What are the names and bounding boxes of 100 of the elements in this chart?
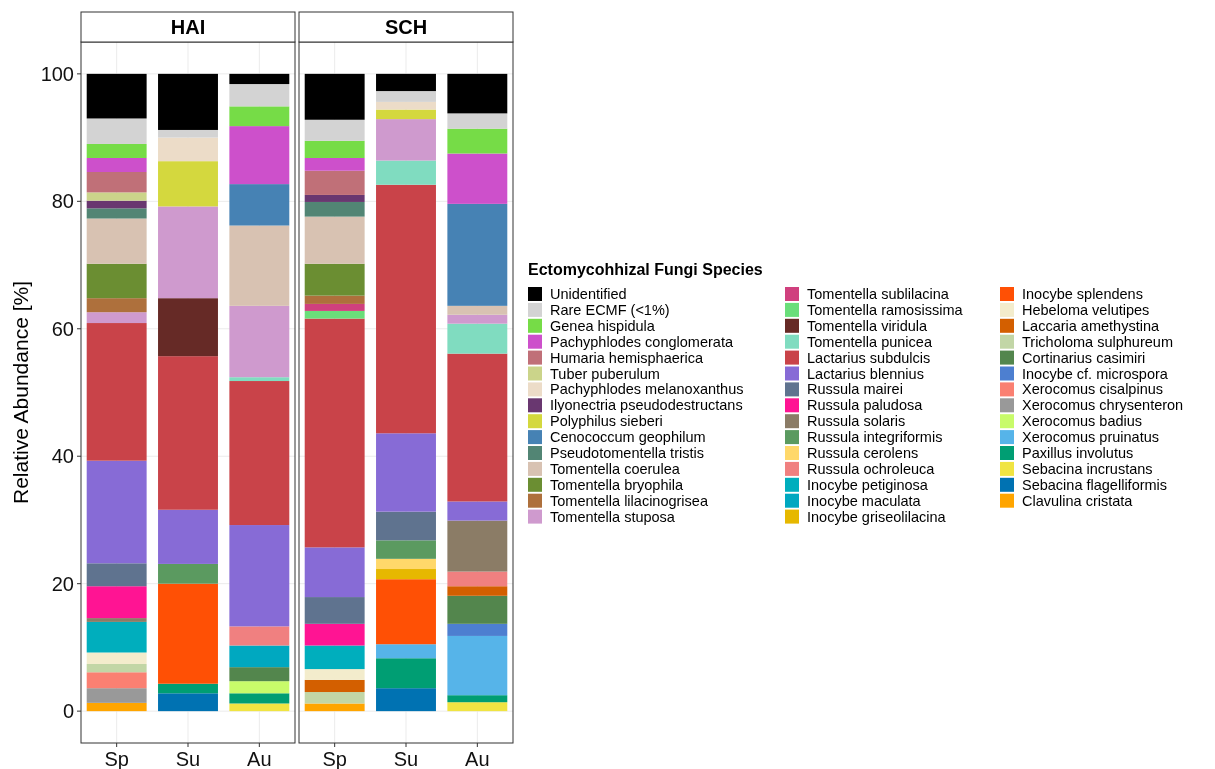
bar [304,194,365,202]
bar [86,218,147,264]
bar [158,563,218,584]
legend-label: Tuber puberulum [550,365,660,382]
legend-label: Unidentified [550,286,627,302]
chart-title: SCH [384,16,428,38]
bar [304,547,365,598]
legend-label: Inocybe maculata [807,492,922,509]
legend-label: Xerocomus chrysenteron [1022,397,1184,414]
legend-label: Tricholoma sulphureum [1022,333,1173,350]
legend-label: Hebeloma velutipes [1022,301,1150,318]
bar [376,644,436,659]
legend-label: Ilyonectria pseudodestructans [550,397,743,414]
bar [86,208,147,219]
bar [86,460,147,564]
bar [229,126,290,185]
bar [86,73,147,119]
bar [229,305,290,378]
legend-label: Pachyphlodes conglomerata [550,333,734,350]
bar [376,569,436,580]
bar [86,663,147,673]
bar [304,669,365,680]
bar [304,119,365,141]
bar [376,579,436,645]
legend-label: Inocybe cf. microspora [1022,365,1169,382]
legend-label: Cortinarius casimiri [1022,349,1146,366]
bar [158,509,218,564]
bar [229,525,290,627]
bar [376,119,436,161]
legend-label: Sebacina incrustans [1022,460,1153,477]
x-tick-label: Au [247,748,272,769]
bar [304,73,365,120]
legend-label: Russula mairei [807,381,903,398]
bar [447,586,508,596]
bar [158,129,218,138]
legend-label: Russula paludosa [807,397,924,414]
bar [376,558,436,570]
legend-label: Tomentella punicea [807,333,933,350]
bar [304,597,365,624]
bar [304,645,365,670]
bar [304,692,365,704]
legend-label: Tomentella ramosissima [807,301,964,318]
bar [447,695,508,703]
legend-label: Rare ECMF (<1%) [550,301,670,318]
bar [229,681,290,694]
bar [86,563,147,587]
bar [376,101,436,110]
bar [376,109,436,120]
bar [447,203,508,306]
bar [304,263,365,296]
bar [229,84,290,107]
bar [229,184,290,226]
legend-label: Cenococcum geophilum [550,429,706,446]
bar [86,200,147,209]
legend-label: Inocybe splendens [1022,286,1143,302]
bar [86,323,147,461]
legend-label: Paxillus involutus [1022,445,1134,461]
bar [86,688,147,703]
bar [447,571,508,587]
bar [447,635,508,696]
bar [304,170,365,195]
bar [229,377,290,382]
y-axis-title: Relative Abundance [%] [9,281,32,504]
bar [86,157,147,172]
bar [304,295,365,304]
bar [447,520,508,572]
y-tick-label: 40 [51,445,74,468]
legend-label: Genea hispidula [550,317,656,334]
legend-title: Ectomycohhizal Fungi Species [528,261,763,278]
legend-label: Russula integriformis [807,429,943,446]
bar [447,113,508,129]
legend-label: Tomentella coerulea [550,460,681,477]
legend-label: Russula solaris [807,413,906,430]
bar [86,312,147,324]
bar [86,652,147,664]
x-tick-label: Su [175,748,201,769]
bar [304,201,365,217]
bar [229,73,290,85]
bar [86,263,147,299]
bar [158,683,218,694]
legend-label: Tomentella viridula [807,317,929,334]
legend-label: Tomentella sublilacina [807,286,950,302]
bar [376,433,436,512]
bar [376,184,436,434]
bar [86,298,147,313]
bar [304,216,365,264]
bar [304,318,365,548]
legend-label: Pachyphlodes melanoxanthus [550,381,744,398]
bar [86,621,147,653]
bar [229,667,290,682]
bar [447,702,508,712]
y-tick-label: 20 [51,572,74,595]
bar [447,73,508,114]
legend-label: Humaria hemisphaerica [550,349,705,366]
bar [304,703,365,712]
legend-label: Russula cerolens [807,445,919,461]
bar [86,172,147,193]
bar [376,658,436,689]
bar [158,356,218,510]
bar [86,586,147,619]
